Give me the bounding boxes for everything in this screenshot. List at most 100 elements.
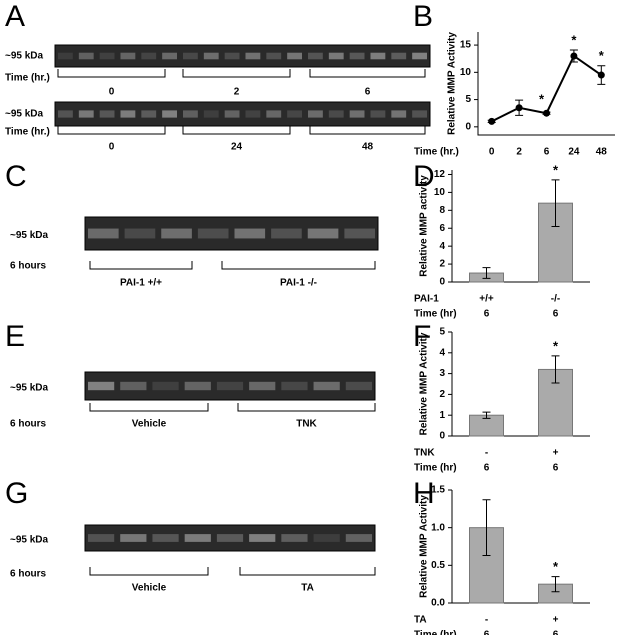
y-tick-label: 3 [439, 368, 445, 379]
group-label: 0 [109, 87, 115, 98]
gel-band [313, 534, 340, 542]
error-bar [551, 355, 560, 384]
x-tick-label: 48 [596, 147, 608, 158]
panel-label: G [5, 477, 28, 510]
panel-label: A [5, 0, 25, 33]
panel-label: D [413, 160, 435, 193]
gel-band [216, 534, 244, 542]
y-axis-label: Relative MMP Activity [419, 495, 430, 598]
y-tick-label: 1 [439, 410, 445, 421]
gel-band [183, 52, 198, 60]
gel-band [78, 110, 94, 118]
x-tick-label: + [553, 448, 559, 459]
gel-band [88, 381, 115, 391]
gel-marker: ~95 kDa [5, 109, 44, 120]
row-label: PAI-1 [414, 294, 439, 305]
group-label: PAI-1 +/+ [120, 278, 162, 289]
y-tick-label: 15 [460, 40, 472, 51]
error-bar [482, 411, 491, 419]
y-tick-label: 10 [434, 187, 446, 198]
gel-band [345, 534, 372, 542]
gel-row-label: Time (hr.) [5, 73, 50, 84]
group-label: 0 [109, 142, 115, 153]
y-tick-label: 2 [439, 259, 445, 270]
row-label: Time (hr) [414, 309, 457, 320]
group-label: Vehicle [132, 583, 167, 594]
gel-band [370, 110, 386, 118]
bracket [221, 261, 376, 270]
x-tick-label: 6 [544, 147, 550, 158]
gel-band [287, 52, 302, 60]
y-tick-label: 0 [439, 431, 445, 442]
significance: * [553, 162, 559, 177]
y-axis-label: Relative MMP Activity [419, 332, 430, 435]
gel-band [203, 110, 219, 118]
significance: * [539, 92, 545, 107]
gel-band [307, 228, 339, 239]
gel-band [349, 110, 365, 118]
row-label: Time (hr) [414, 463, 457, 474]
x-tick-label: -/- [551, 294, 560, 305]
gel-band [308, 52, 323, 60]
y-axis-label: Relative MMP activity [419, 175, 430, 277]
gel-marker: ~95 kDa [10, 535, 49, 546]
gel-band [184, 381, 211, 391]
gel-band [328, 110, 344, 118]
y-tick-label: 4 [439, 241, 445, 252]
group-label: 48 [362, 142, 374, 153]
error-bar [482, 499, 491, 557]
point [515, 104, 523, 112]
bracket [182, 69, 291, 78]
gel-band [141, 52, 157, 60]
y-tick-label: 6 [439, 223, 445, 234]
x-tick-label-2: 6 [484, 630, 490, 635]
gel-band [224, 110, 240, 118]
gel-band [183, 110, 198, 118]
gel-marker: ~95 kDa [10, 383, 49, 394]
point [570, 52, 578, 60]
y-tick-label: 5 [439, 327, 445, 338]
x-tick-label-2: 6 [553, 309, 559, 320]
gel-band [266, 110, 282, 118]
point [488, 117, 496, 125]
panel-label: F [413, 320, 431, 353]
gel-band [412, 110, 427, 118]
gel-band [249, 534, 276, 542]
gel-band [78, 52, 94, 60]
y-tick-label: 1.5 [431, 485, 445, 496]
x-tick-label: - [485, 615, 488, 626]
gel-band [391, 52, 407, 60]
panel-label: H [413, 477, 435, 510]
gel-band [162, 110, 177, 118]
significance: * [553, 559, 559, 574]
y-tick-label: 1.0 [431, 522, 445, 533]
error-bar [551, 179, 560, 227]
gel-band [349, 52, 365, 60]
group-label: TA [301, 583, 314, 594]
group-label: PAI-1 -/- [280, 278, 317, 289]
x-tick-label: - [485, 448, 488, 459]
gel [54, 44, 431, 68]
bracket [89, 403, 209, 412]
gel-band [224, 52, 240, 60]
gel-band [308, 110, 323, 118]
gel-band [161, 228, 192, 239]
gel [54, 101, 431, 127]
gel-band [370, 52, 386, 60]
gel-band [152, 381, 179, 391]
gel-band [120, 534, 147, 542]
gel-band [124, 228, 156, 239]
gel-band [281, 534, 308, 542]
row-label: Time (hr.) [414, 147, 459, 158]
bracket [237, 403, 376, 412]
gel-band [266, 52, 282, 60]
axes [477, 32, 615, 136]
gel-band [245, 110, 261, 118]
gel-band [152, 534, 179, 542]
significance: * [553, 338, 559, 353]
gel-band [58, 52, 73, 60]
gel-band [313, 381, 340, 391]
y-tick-label: 8 [439, 205, 445, 216]
gel-row-label: 6 hours [10, 261, 47, 272]
